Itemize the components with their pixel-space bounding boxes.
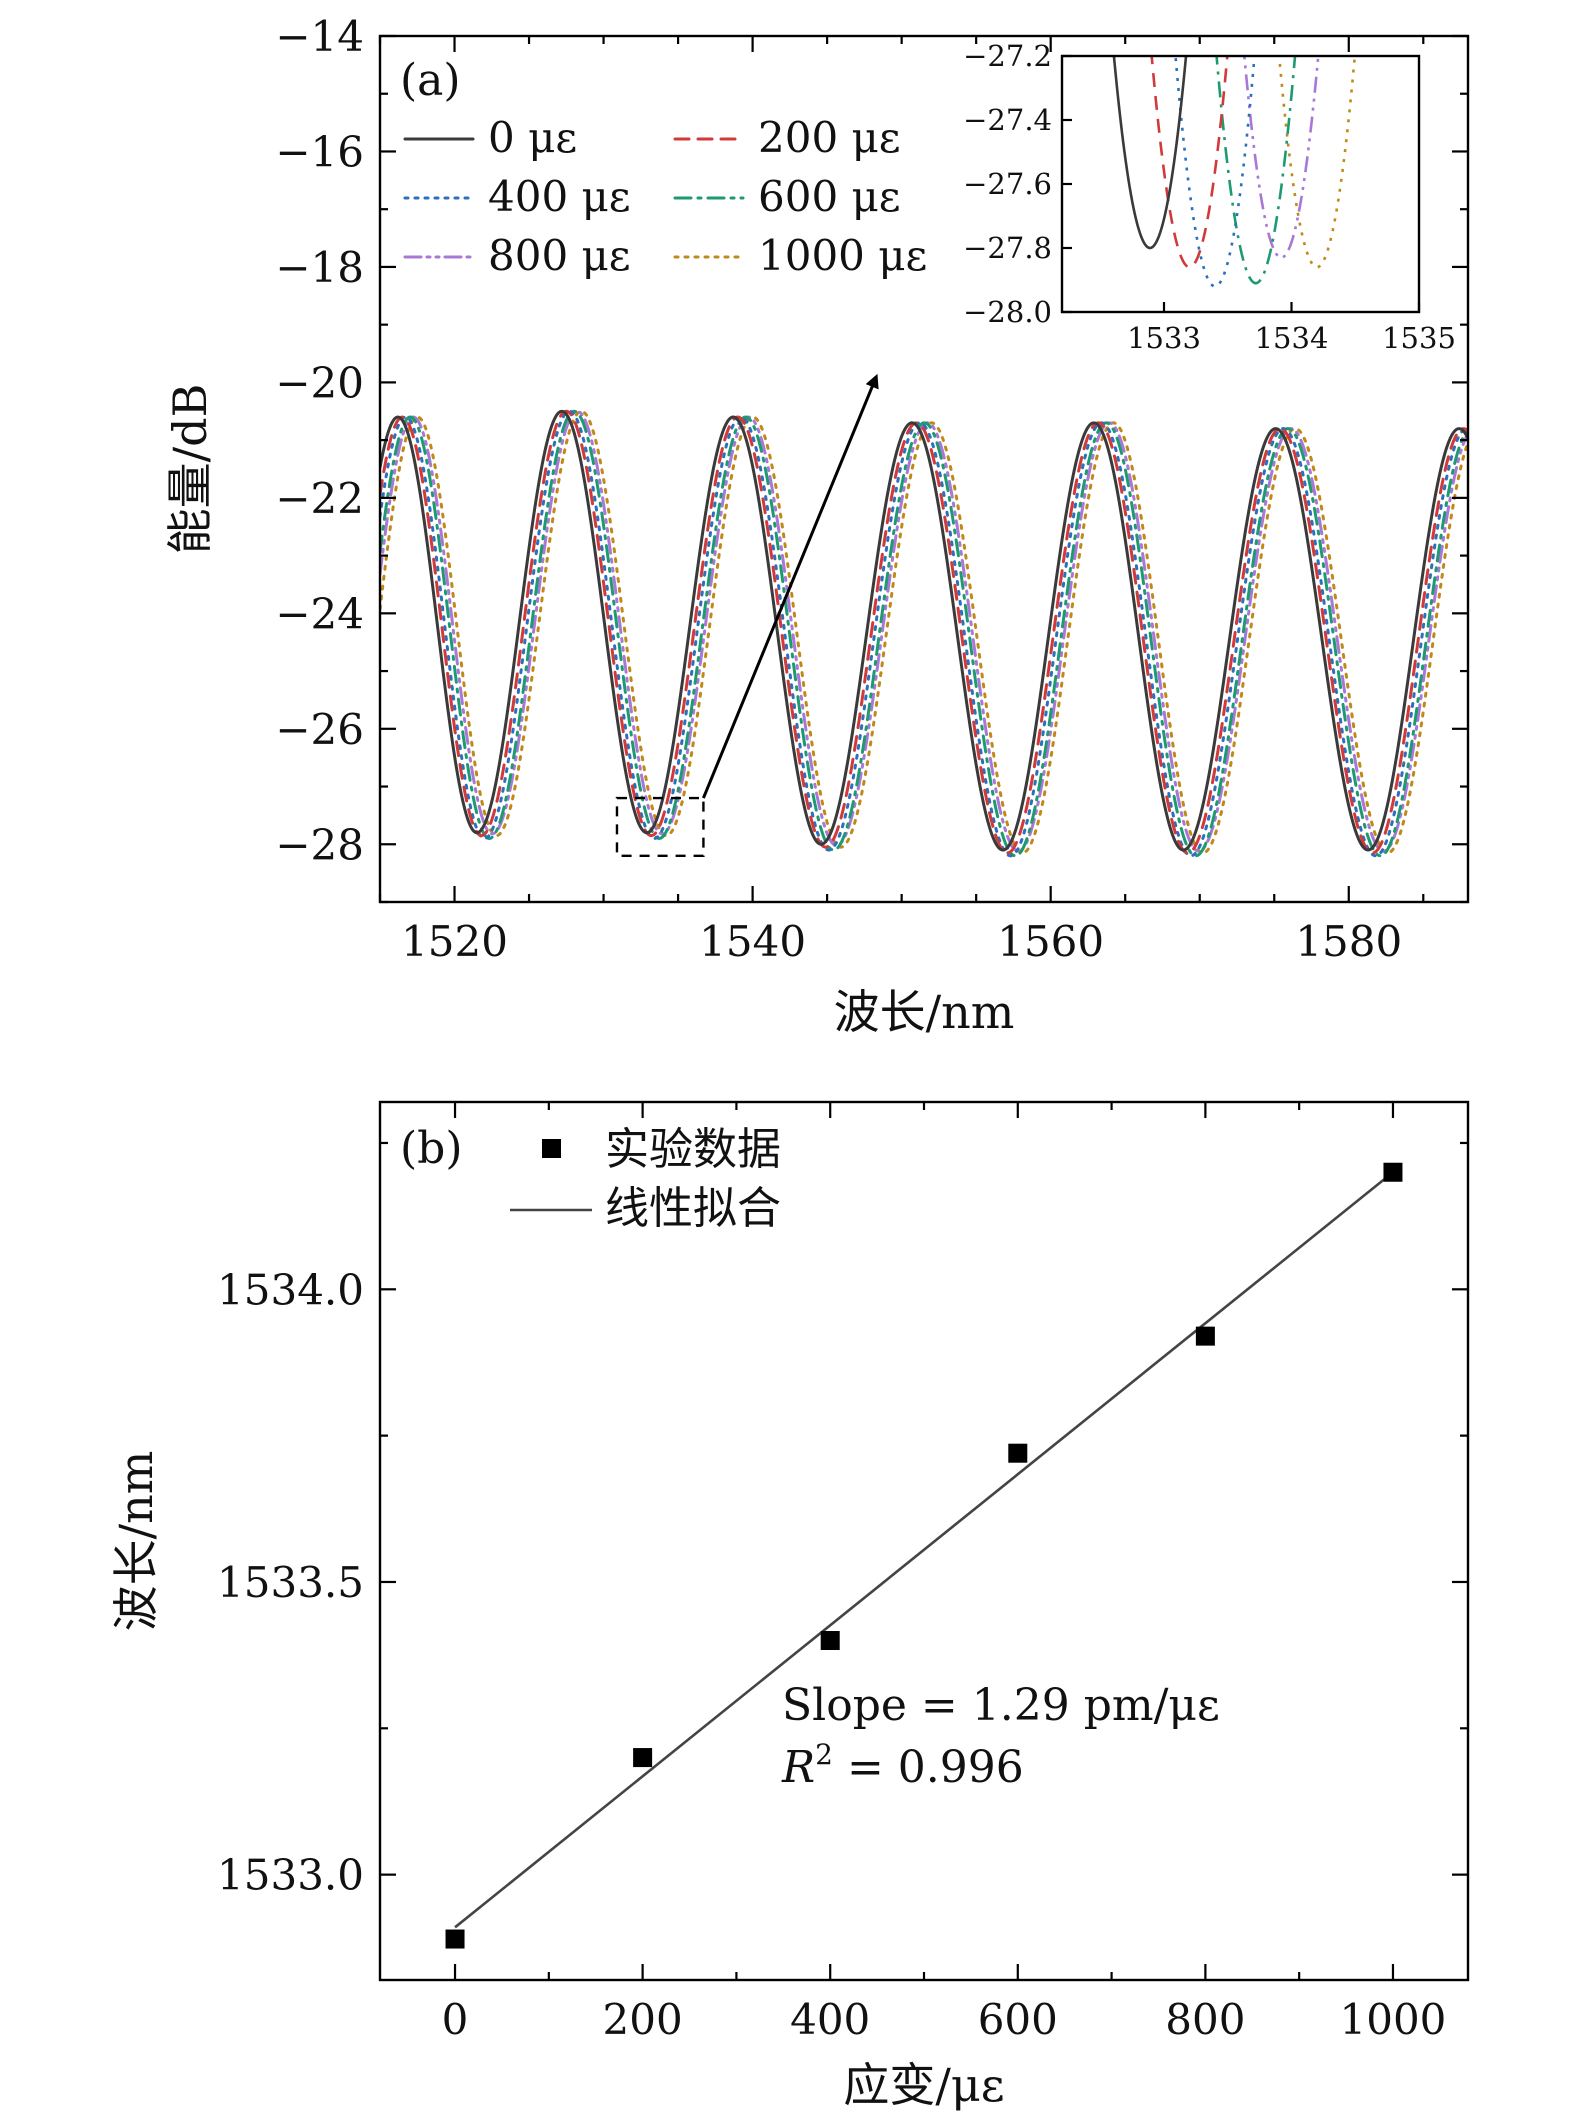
panel-b-plot (445, 1162, 1403, 1949)
y-tick-label: −16 (275, 127, 364, 176)
x-tick-label: 800 (1165, 1995, 1245, 2044)
inset-ticks (1062, 54, 1421, 314)
inset-x-tick-label: 1534 (1255, 321, 1329, 355)
panel-a-ticks (378, 34, 1468, 904)
fit-line (454, 1171, 1394, 1929)
legend-label-400: 400 με (488, 172, 631, 221)
panel-b-xlabel: 应变/με (843, 2058, 1004, 2112)
x-tick-label: 400 (790, 1995, 870, 2044)
inset-y-tick-label: −27.4 (963, 103, 1052, 137)
data-point (1383, 1162, 1403, 1182)
y-tick-label: 1534.0 (217, 1265, 364, 1314)
legend-marker-data (542, 1139, 561, 1158)
legend-label-data: 实验数据 (605, 1124, 781, 1175)
x-tick-label: 1520 (401, 917, 508, 966)
zoom-arrow (702, 373, 879, 799)
x-tick-label: 1560 (997, 917, 1104, 966)
x-tick-label: 600 (978, 1995, 1058, 2044)
inset-y-tick-label: −27.8 (963, 231, 1052, 265)
r2-symbol: R (781, 1742, 815, 1793)
data-point (1195, 1326, 1215, 1346)
panel-b-ylabel: 波长/nm (109, 1451, 163, 1632)
inset-series-line-600 (1215, 56, 1297, 285)
panel-a-frame (378, 34, 1470, 904)
y-tick-label: −18 (275, 243, 364, 292)
panel-a-ylabel: 能量/dB (163, 384, 217, 555)
inset-y-tick-label: −27.2 (963, 39, 1052, 73)
legend-label-1000: 1000 με (758, 231, 927, 280)
panel-b-label: (b) (400, 1123, 463, 1174)
legend-label-fit: 线性拟合 (605, 1183, 781, 1234)
y-tick-label: −28 (275, 820, 364, 869)
panel-a-label: (a) (400, 55, 461, 106)
r2-superscript: 2 (815, 1738, 833, 1771)
legend-label-600: 600 με (758, 172, 901, 221)
r-squared-text: R2 = 0.996 (781, 1738, 1024, 1793)
y-tick-label: 1533.5 (217, 1558, 364, 1607)
series-line-400 (380, 409, 1468, 858)
data-point (820, 1631, 840, 1651)
inset-x-tick-label: 1533 (1127, 321, 1201, 355)
legend-label-0: 0 με (488, 113, 577, 162)
series-line-0 (380, 409, 1468, 852)
zoom-box (615, 796, 705, 858)
inset-y-tick-label: −27.6 (963, 167, 1052, 201)
inset-y-tick-label: −28.0 (963, 295, 1052, 329)
y-tick-label: −26 (275, 705, 364, 754)
data-point (445, 1929, 465, 1949)
inset-series-line-0 (1112, 56, 1188, 250)
legend-label-800: 800 με (488, 231, 631, 280)
inset-curves (1112, 56, 1357, 288)
data-point (1008, 1443, 1028, 1463)
x-tick-label: 200 (603, 1995, 683, 2044)
y-tick-label: 1533.0 (217, 1851, 364, 1900)
panel-a-legend: 0 με 200 με 400 με 600 με 800 με 1000 με (403, 113, 927, 280)
x-tick-label: 0 (442, 1995, 469, 2044)
x-tick-label: 1000 (1340, 1995, 1447, 2044)
inset-x-tick-label: 1535 (1382, 321, 1456, 355)
inset-plot: 1533 1534 1535 −28.0 −27.8 −27.6 −27.4 −27.2 (963, 39, 1456, 355)
x-tick-label: 1580 (1295, 917, 1402, 966)
panel-b-frame (378, 1100, 1470, 1982)
legend-label-200: 200 με (758, 113, 901, 162)
series-line-200 (380, 409, 1468, 855)
panel-a: 1520 1540 1560 1580 −28 −26 −24 −22 −20 −18 −16 −14… (163, 12, 1470, 1039)
fit-annotation: Slope = 1.29 pm/με R2 = 0.996 (781, 1680, 1220, 1793)
panel-a-xlabel: 波长/nm (834, 985, 1015, 1039)
panel-b-ticks (380, 1102, 1468, 1980)
panel-a-tick-labels: 1520 1540 1560 1580 −28 −26 −24 −22 −20 −18 −16 −14 (275, 12, 1402, 966)
slope-text: Slope = 1.29 pm/με (782, 1680, 1220, 1731)
data-point (633, 1748, 653, 1768)
y-tick-label: −24 (275, 589, 364, 638)
panel-b-tick-labels: 0 200 400 600 800 1000 1533.0 1533.5 1534.0 (217, 1265, 1446, 2044)
y-tick-label: −22 (275, 474, 364, 523)
inset-tick-labels: 1533 1534 1535 −28.0 −27.8 −27.6 −27.4 −27.2 (963, 39, 1456, 355)
y-tick-label: −20 (275, 358, 364, 407)
y-tick-label: −14 (275, 12, 364, 61)
x-tick-label: 1540 (699, 917, 806, 966)
r2-value: = 0.996 (833, 1742, 1024, 1793)
panel-a-curves (380, 409, 1468, 858)
panel-b-legend: 实验数据 线性拟合 (510, 1124, 781, 1234)
